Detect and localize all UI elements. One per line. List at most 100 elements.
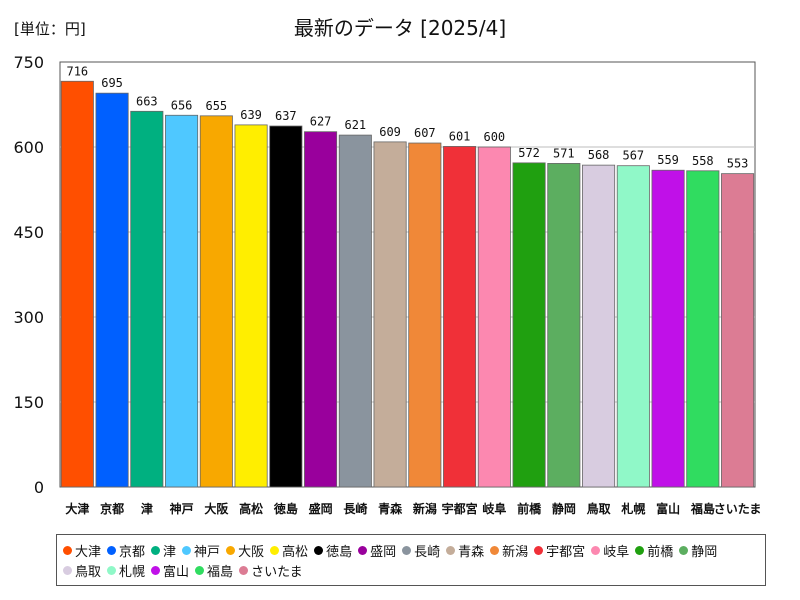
legend-item: 盛岡 bbox=[358, 540, 396, 560]
x-tick-label: 京都 bbox=[100, 501, 124, 516]
x-tick-label: 静岡 bbox=[552, 501, 576, 516]
data-label: 553 bbox=[727, 157, 749, 171]
legend-swatch bbox=[591, 545, 601, 555]
y-tick-label: 0 bbox=[34, 478, 44, 497]
bar bbox=[477, 146, 511, 488]
y-tick-label: 300 bbox=[13, 308, 44, 327]
legend-swatch bbox=[63, 565, 72, 575]
bar bbox=[408, 142, 442, 488]
data-label: 637 bbox=[275, 109, 297, 123]
legend-label: 新潟 bbox=[502, 544, 529, 560]
data-label: 571 bbox=[553, 146, 575, 160]
data-label: 663 bbox=[136, 94, 158, 108]
data-label: 600 bbox=[483, 130, 505, 144]
legend-swatch bbox=[182, 545, 192, 555]
bar bbox=[547, 163, 581, 488]
y-tick-label: 600 bbox=[13, 138, 44, 157]
legend-swatch bbox=[635, 545, 645, 555]
legend-swatch bbox=[402, 545, 412, 555]
x-tick-label: 新潟 bbox=[413, 501, 437, 516]
bar bbox=[269, 125, 303, 488]
legend-label: 京都 bbox=[119, 544, 146, 560]
legend-label: 富山 bbox=[163, 564, 190, 580]
legend-label: さいたま bbox=[251, 564, 303, 580]
legend-label: 徳島 bbox=[326, 544, 353, 560]
data-label: 655 bbox=[205, 99, 227, 113]
legend-swatch bbox=[226, 545, 236, 555]
bar bbox=[130, 110, 164, 488]
legend-swatch bbox=[239, 565, 249, 575]
x-tick-label: 長崎 bbox=[343, 501, 367, 516]
legend-label: 前橋 bbox=[647, 544, 674, 560]
bar bbox=[582, 164, 616, 488]
x-tick-label: 福島 bbox=[690, 501, 715, 516]
x-tick-label: 富山 bbox=[656, 501, 680, 516]
legend-item: 新潟 bbox=[490, 540, 528, 560]
bar-chart: 0 150 300 450 600 750 716 大津 695 京都 663 津 656 神戸 655 大阪… bbox=[13, 53, 761, 516]
data-label: 607 bbox=[414, 126, 436, 140]
legend-item: 静岡 bbox=[679, 540, 717, 560]
legend-label: 大阪 bbox=[238, 544, 265, 560]
legend-label: 宇都宮 bbox=[546, 544, 586, 560]
x-tick-label: 大津 bbox=[65, 501, 89, 516]
bar bbox=[60, 80, 94, 488]
x-tick-label: 神戸 bbox=[170, 501, 194, 516]
data-label: 716 bbox=[66, 64, 88, 78]
data-label: 601 bbox=[449, 129, 471, 143]
data-label: 695 bbox=[101, 76, 123, 90]
data-label: 621 bbox=[344, 118, 366, 132]
legend-label: 津 bbox=[163, 544, 177, 560]
data-label: 639 bbox=[240, 108, 262, 122]
legend-item: 青森 bbox=[446, 540, 484, 560]
x-tick-label: 大阪 bbox=[204, 501, 229, 516]
bar bbox=[199, 115, 233, 488]
bar bbox=[95, 92, 129, 488]
x-tick-label: 宇都宮 bbox=[442, 501, 478, 516]
legend-label: 福島 bbox=[207, 564, 234, 580]
x-tick-label: 徳島 bbox=[273, 501, 298, 516]
x-tick-label: 青森 bbox=[378, 501, 403, 516]
x-tick-label: 札幌 bbox=[620, 501, 645, 516]
legend-item: 富山 bbox=[151, 560, 189, 580]
bar bbox=[512, 162, 546, 488]
legend-swatch bbox=[679, 545, 689, 555]
data-label: 656 bbox=[171, 98, 193, 112]
y-tick-label: 750 bbox=[13, 53, 44, 72]
legend-label: 神戸 bbox=[194, 544, 221, 560]
x-tick-label: 盛岡 bbox=[309, 501, 333, 516]
data-label: 627 bbox=[310, 115, 332, 129]
data-label: 558 bbox=[692, 154, 714, 168]
legend-item: 京都 bbox=[107, 540, 145, 560]
legend-item: 神戸 bbox=[182, 540, 220, 560]
legend-swatch bbox=[314, 545, 324, 555]
plot-area bbox=[59, 61, 756, 488]
legend-swatch bbox=[446, 545, 456, 555]
data-label: 609 bbox=[379, 125, 401, 139]
legend-swatch bbox=[490, 545, 500, 555]
data-label: 568 bbox=[588, 148, 610, 162]
legend-item: 札幌 bbox=[107, 560, 145, 580]
legend-swatch bbox=[63, 545, 72, 555]
legend-item: 鳥取 bbox=[63, 560, 101, 580]
legend-item: 徳島 bbox=[314, 540, 352, 560]
data-label: 572 bbox=[518, 146, 540, 160]
legend-item: 宇都宮 bbox=[534, 540, 585, 560]
legend-swatch bbox=[534, 545, 544, 555]
x-tick-label: 前橋 bbox=[517, 501, 542, 516]
data-label: 567 bbox=[622, 149, 644, 163]
legend-item: 前橋 bbox=[635, 540, 673, 560]
legend-item: 福島 bbox=[195, 560, 233, 580]
legend-swatch bbox=[270, 545, 280, 555]
bar bbox=[616, 165, 650, 488]
bar bbox=[443, 146, 477, 488]
legend-item: 大津 bbox=[63, 540, 101, 560]
x-tick-label: 岐阜 bbox=[482, 501, 506, 516]
chart-legend: 大津 京都 津 神戸 大阪 高松 徳島 盛岡 長崎 青森 新潟 宇都宮 岐阜 前橋 静岡 鳥取 札幌 富山 福島 さい… bbox=[56, 534, 766, 586]
legend-label: 青森 bbox=[458, 544, 485, 560]
legend-item: 岐阜 bbox=[591, 540, 629, 560]
legend-item: 高松 bbox=[270, 540, 308, 560]
bar bbox=[373, 141, 407, 488]
legend-swatch bbox=[107, 545, 117, 555]
legend-item: 津 bbox=[151, 540, 176, 560]
legend-swatch bbox=[151, 565, 161, 575]
